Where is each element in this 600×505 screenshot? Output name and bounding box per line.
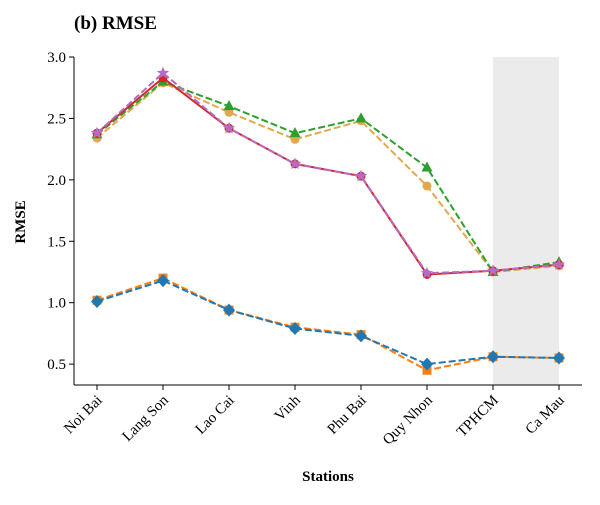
data-point [486,264,500,277]
data-point [289,127,301,138]
axes [73,57,582,386]
y-tick-label: 2.0 [47,173,66,189]
data-point [222,121,236,134]
data-point [223,100,235,111]
data-point [553,351,565,365]
series-layer [90,66,566,375]
x-axis-label: Stations [302,469,354,485]
x-tick-label: Quy Nhon [380,392,436,448]
data-point [223,303,235,317]
data-point [354,169,368,182]
series-3 [92,73,564,279]
y-ticks: 0.5 1.0 1.5 2.0 2.5 3.0 [47,50,74,373]
x-tick-label: Phu Bai [325,393,370,438]
series-line [96,80,560,274]
data-point [157,274,169,288]
y-axis-label: RMSE [13,200,29,243]
x-tick-label: Lao Cai [193,393,238,438]
x-tick-label: Vinh [272,392,304,424]
y-tick-label: 0.5 [47,357,66,373]
data-point [552,258,566,270]
x-ticks: Noi Bai Lang Son Lao Cai Vinh Phu Bai Quy Nho… [61,385,568,448]
series-line [96,279,560,366]
x-tick-label: Noi Bai [61,393,106,438]
y-tick-label: 1.0 [47,296,66,312]
series-line [96,71,560,275]
series-4 [90,66,566,279]
data-point [355,112,367,123]
data-point [487,350,499,364]
series-line [96,76,560,276]
data-point [288,157,302,170]
data-point [421,161,433,172]
data-point [420,266,434,279]
x-tick-label: TPHCM [454,393,502,441]
x-tick-label: Ca Mau [523,392,569,438]
data-point [422,181,432,191]
chart-title: (b) RMSE [74,13,157,34]
series-line [96,277,560,372]
series-line [96,81,560,274]
data-point [421,357,433,371]
data-point [156,66,170,79]
y-tick-label: 3.0 [47,50,66,66]
y-tick-label: 2.5 [47,111,66,127]
series-6 [91,274,565,371]
data-point [289,321,301,335]
y-tick-label: 1.5 [47,234,66,250]
data-point [90,126,104,139]
highlight-region [493,57,559,385]
data-point [91,294,103,308]
data-point [355,329,367,343]
x-tick-label: Lang Son [120,392,173,445]
series-1 [92,78,564,277]
